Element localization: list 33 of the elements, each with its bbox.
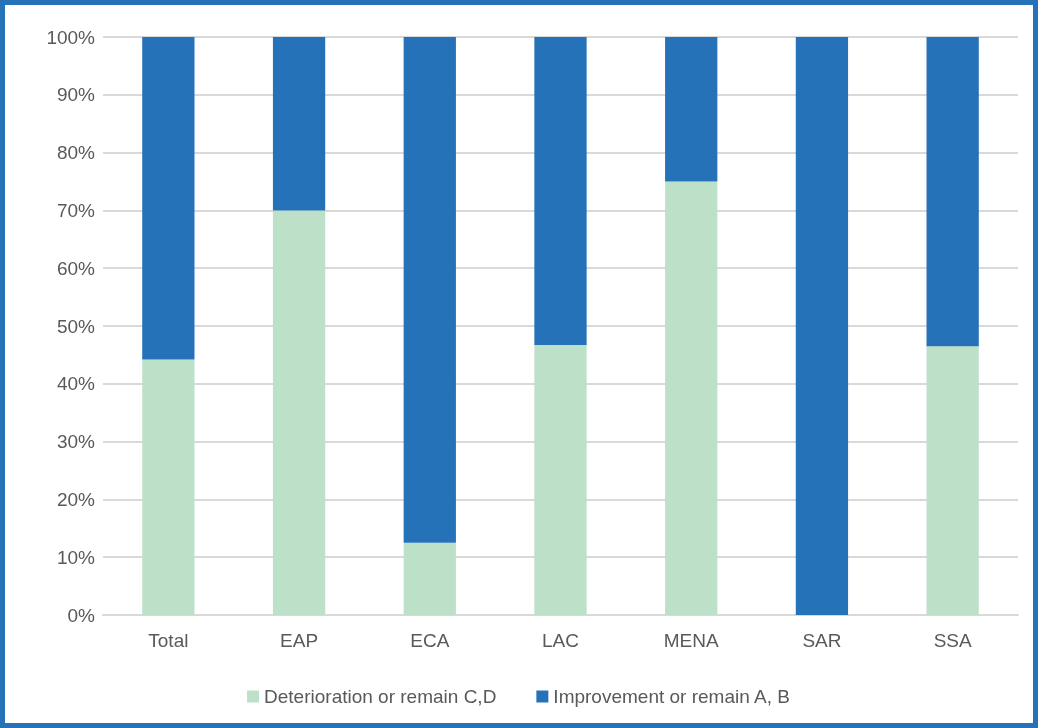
bar [665,37,718,182]
y-tick-label: 50% [56,315,96,337]
bar [534,345,587,615]
bar [534,37,587,346]
bar [926,346,979,615]
y-tick-label: 80% [56,142,96,164]
bar [795,37,849,615]
x-tick-label: MENA [663,630,719,651]
y-tick-label: 0% [67,604,96,626]
bar [665,181,718,615]
x-tick-label: ECA [410,630,450,651]
y-tick-label: 90% [56,84,96,106]
bar [403,37,456,543]
y-tick-label: 60% [56,257,96,279]
bar [272,37,326,211]
x-tick-label: SAR [802,630,842,651]
x-tick-label: EAP [280,630,319,651]
legend-label: Deterioration or remain C,D [264,686,497,707]
bar [142,37,195,360]
y-tick-label: 30% [56,431,96,453]
bar [272,210,326,615]
y-tick-label: 10% [56,546,96,568]
y-tick-label: 70% [56,199,96,221]
bar [403,542,456,615]
y-tick-label: 40% [56,373,96,395]
bar [926,37,979,347]
x-tick-label: SSA [933,630,972,651]
x-tick-label: Total [148,630,189,651]
x-tick-label: LAC [542,630,579,651]
legend-label: Improvement or remain A, B [553,686,790,707]
y-tick-label: 20% [56,488,96,510]
bar [142,359,195,615]
y-tick-label: 100% [46,26,96,48]
